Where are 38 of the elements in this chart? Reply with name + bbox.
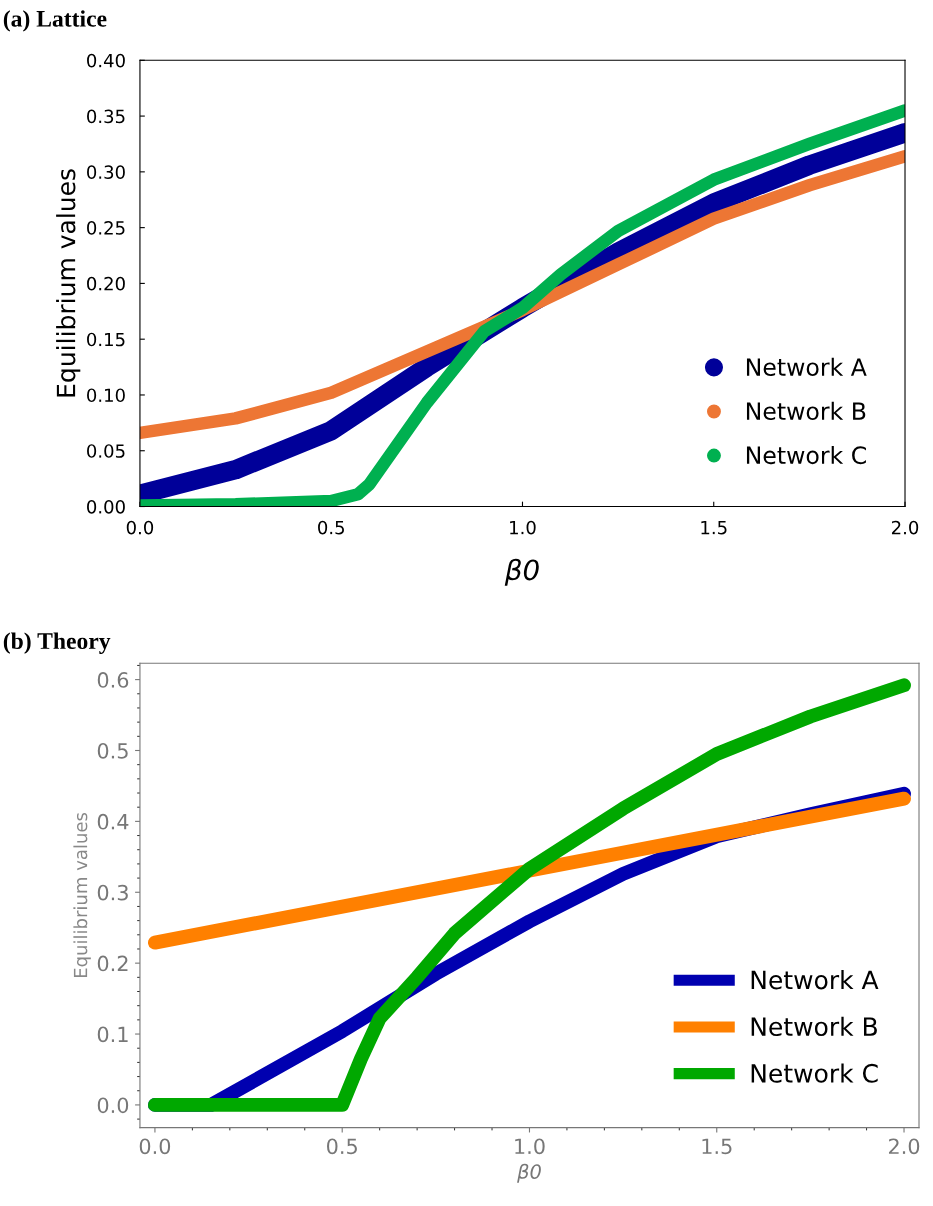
y-tick-label: 0.30 [87,165,125,179]
y-axis-title: Equilibrium values [56,169,81,397]
x-axis-title: β0 [504,558,539,586]
legend-label: Network B [751,1016,877,1037]
legend-label: Network A [751,970,879,990]
x-tick-label: 1.5 [701,520,727,535]
y-tick-label: 0.5 [97,742,128,759]
x-tick-label: 0.5 [318,520,344,535]
legend-label: Network B [746,401,866,421]
y-tick-label: 0.3 [97,884,128,901]
x-tick-label: 1.0 [515,1138,545,1155]
chart-title: (a) Lattice [3,10,107,32]
y-tick-label: 0.15 [87,332,125,347]
chart-title: (b) Theory [3,632,111,654]
x-tick-label: 0.5 [327,1138,357,1155]
y-tick-label: 0.25 [87,221,125,235]
legend-label: Network A [746,357,867,376]
y-tick-label: 0.35 [87,109,125,124]
y-tick-label: 0.6 [97,672,129,688]
legend-label: Network C [751,1063,878,1083]
y-tick-label: 0.2 [97,955,128,972]
x-tick-label: 2.0 [891,520,919,535]
y-axis-title: Equilibrium values [73,812,91,978]
y-tick-label: 0.40 [87,53,125,68]
x-tick-label: 1.5 [702,1138,732,1155]
y-tick-label: 0.05 [87,444,125,458]
y-tick-label: 0.1 [97,1026,128,1043]
y-tick-label: 0.4 [97,813,129,830]
y-tick-label: 0.10 [87,388,125,403]
x-tick-label: 0.0 [139,1138,171,1155]
x-tick-label: 1.0 [510,520,536,535]
x-tick-label: 0.0 [126,520,154,535]
legend-label: Network C [746,445,866,465]
y-tick-label: 0.20 [87,276,125,291]
x-tick-label: 2.0 [888,1138,920,1155]
y-tick-label: 0.0 [97,1097,129,1114]
y-tick-label: 0.00 [87,499,125,514]
x-axis-title: β0 [517,1163,541,1183]
